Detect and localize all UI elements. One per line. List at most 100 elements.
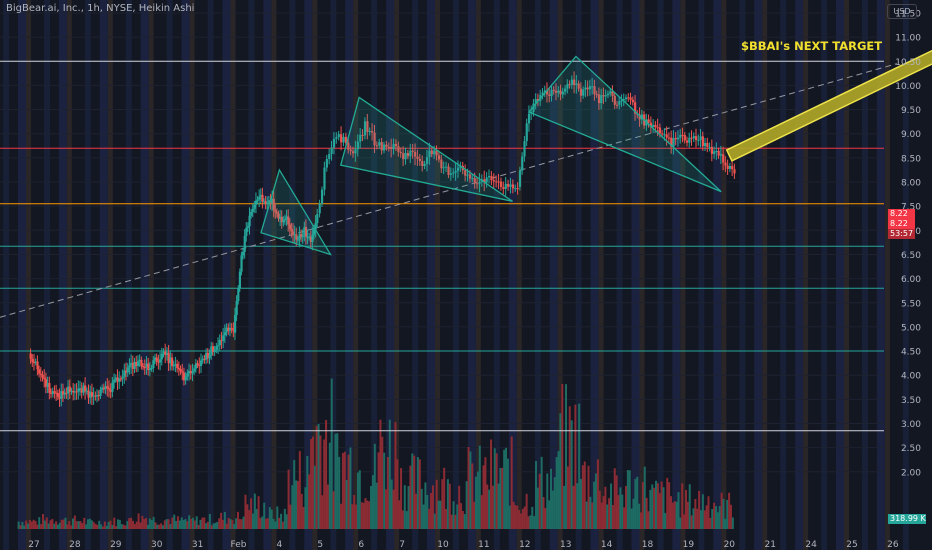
volume-bar bbox=[285, 514, 288, 529]
candle-body bbox=[159, 359, 162, 363]
candle-body bbox=[385, 144, 388, 147]
x-tick-label: 25 bbox=[846, 540, 857, 550]
volume-bar bbox=[632, 498, 635, 529]
candle-body bbox=[220, 340, 223, 342]
candle-body bbox=[359, 134, 362, 142]
candle-body bbox=[186, 373, 189, 377]
volume-bar bbox=[195, 516, 198, 529]
volume-bar bbox=[135, 521, 138, 529]
volume-bar bbox=[32, 519, 35, 529]
candle-body bbox=[201, 358, 204, 361]
candle-body bbox=[516, 188, 519, 190]
pennant-patterns[interactable] bbox=[260, 55, 722, 256]
candle-body bbox=[394, 143, 398, 147]
candle-body bbox=[328, 154, 331, 160]
volume-bar bbox=[529, 515, 532, 529]
volume-bar bbox=[533, 516, 536, 529]
volume-bar bbox=[416, 457, 419, 529]
candle-body bbox=[254, 200, 258, 205]
volume-bar bbox=[626, 469, 629, 529]
x-tick-label: 30 bbox=[151, 540, 163, 550]
trend-line bbox=[0, 63, 898, 318]
volume-bar bbox=[34, 520, 37, 529]
volume-bar bbox=[701, 494, 704, 529]
axes[interactable]: 12.0011.5011.0010.5010.009.509.008.508.0… bbox=[28, 0, 921, 550]
volume-bar bbox=[403, 485, 406, 529]
volume-bar bbox=[351, 504, 354, 529]
volume-bar bbox=[137, 513, 140, 529]
candle-body bbox=[638, 114, 641, 120]
volume-bar bbox=[332, 491, 335, 529]
premarket-band bbox=[836, 0, 844, 550]
volume-bar bbox=[666, 477, 669, 529]
volume-bar bbox=[90, 520, 93, 529]
target-arrow-layer[interactable] bbox=[725, 13, 932, 162]
volume-bar bbox=[499, 468, 502, 529]
volume-bar bbox=[611, 504, 614, 529]
volume-bar bbox=[145, 517, 148, 529]
volume-bar bbox=[581, 465, 584, 529]
candle-body bbox=[193, 368, 196, 372]
volume-bar bbox=[81, 523, 84, 529]
volume-bar bbox=[570, 420, 573, 529]
volume-bar bbox=[516, 505, 519, 529]
session-band bbox=[844, 0, 849, 550]
volume-bar bbox=[544, 508, 547, 529]
candle-body bbox=[690, 137, 693, 139]
x-tick-label: 13 bbox=[560, 540, 571, 550]
candle-body bbox=[135, 361, 138, 366]
volume-bar bbox=[334, 433, 337, 529]
y-tick-label: 9.50 bbox=[901, 106, 921, 116]
y-tick-label: 11.50 bbox=[895, 9, 921, 19]
volume-bar bbox=[724, 518, 727, 529]
currency-button[interactable]: USD bbox=[887, 4, 917, 19]
volume-bar bbox=[454, 514, 457, 529]
candle-body bbox=[704, 142, 707, 147]
candle-body bbox=[60, 391, 63, 399]
volume-bar bbox=[621, 494, 624, 529]
candle-body bbox=[152, 360, 155, 369]
volume-bar bbox=[604, 486, 607, 529]
volume-bar bbox=[553, 477, 556, 529]
volume-bar bbox=[400, 468, 403, 529]
volume-bar bbox=[668, 482, 671, 529]
candle-body bbox=[497, 181, 500, 183]
candle-body bbox=[248, 215, 251, 227]
volume-bar bbox=[128, 518, 131, 529]
x-tick-label: 26 bbox=[887, 540, 899, 550]
candle-body bbox=[217, 345, 220, 347]
session-band bbox=[148, 0, 154, 550]
candle-body bbox=[658, 127, 662, 134]
candle-body bbox=[566, 84, 569, 89]
volume-bar bbox=[596, 459, 599, 529]
trendline-layer[interactable] bbox=[0, 63, 898, 318]
volume-bar bbox=[293, 460, 296, 529]
pennant-triangle bbox=[339, 96, 513, 202]
afterhours-band bbox=[166, 0, 173, 550]
candle-body bbox=[543, 90, 546, 93]
session-band bbox=[639, 0, 645, 550]
candle-body bbox=[253, 204, 256, 209]
candle-body bbox=[629, 97, 632, 100]
afterhours-band bbox=[493, 0, 500, 550]
volume-bar bbox=[283, 508, 286, 529]
candle-body bbox=[157, 361, 160, 363]
candle-body bbox=[499, 181, 503, 187]
volume-bar bbox=[679, 517, 682, 529]
volume-bar bbox=[546, 473, 549, 529]
candle-body bbox=[228, 327, 232, 331]
volume-bar bbox=[640, 512, 643, 529]
candle-body bbox=[176, 363, 179, 369]
horizontal-levels[interactable] bbox=[0, 60, 884, 432]
volume-bar bbox=[221, 519, 224, 529]
premarket-band bbox=[876, 0, 885, 550]
candle-body bbox=[43, 377, 46, 380]
candle-body bbox=[298, 234, 301, 240]
volume-bar bbox=[559, 413, 562, 529]
session-band bbox=[26, 0, 31, 550]
session-band bbox=[435, 0, 440, 550]
candle-body bbox=[674, 137, 677, 140]
candle-body bbox=[615, 104, 619, 106]
volume-bar bbox=[664, 512, 667, 529]
